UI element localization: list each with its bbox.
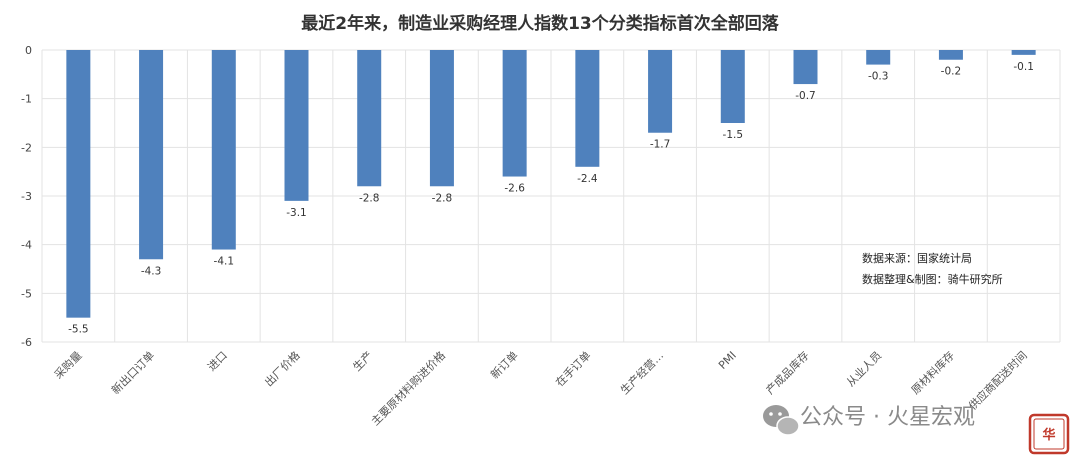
chart-title: 最近2年来，制造业采购经理人指数13个分类指标首次全部回落 [301, 13, 779, 34]
category-label: 产成品库存 [763, 348, 812, 397]
category-label: 在手订单 [552, 348, 593, 389]
bars [66, 50, 1036, 318]
data-label: -1.5 [723, 129, 744, 141]
bar [648, 50, 673, 133]
data-label: -0.7 [795, 90, 816, 102]
category-label: 采购量 [51, 348, 84, 381]
y-tick-label: -5 [21, 287, 32, 300]
data-label: -1.7 [650, 139, 671, 151]
bar [284, 50, 309, 201]
y-tick-label: -4 [21, 239, 32, 252]
category-label: 供应商配送时间 [965, 348, 1029, 412]
bar [139, 50, 164, 260]
data-label: -5.5 [68, 324, 89, 336]
data-label: -0.1 [1013, 61, 1034, 73]
bar [429, 50, 454, 187]
data-label: -2.6 [504, 183, 525, 195]
wechat-icon [763, 405, 800, 436]
y-tick-label: -1 [21, 93, 32, 106]
bar [357, 50, 382, 187]
seal-text: 华 [1042, 427, 1055, 443]
y-tick-label: -2 [21, 141, 32, 154]
category-label: 新订单 [488, 348, 521, 381]
category-label: 原材料库存 [908, 348, 957, 397]
data-label: -0.3 [868, 71, 889, 83]
source-note: 数据来源：国家统计局 数据整理&制图：骑牛研究所 [862, 251, 1003, 286]
bar [502, 50, 527, 177]
y-axis-ticks: 0 -1 -2 -3 -4 -5 -6 [21, 44, 32, 349]
bar [938, 50, 963, 60]
category-label: 新出口订单 [108, 348, 157, 397]
watermark-text: 公众号 · 火星宏观 [800, 405, 975, 430]
y-tick-label: 0 [25, 44, 32, 57]
seal-stamp: 华 [1028, 413, 1070, 455]
category-label: 主要原材料购进价格 [368, 348, 448, 428]
category-label: 生产经营… [617, 348, 666, 397]
data-label: -3.1 [286, 207, 307, 219]
bar [66, 50, 91, 318]
category-label: 从业人员 [844, 349, 884, 389]
source-line-2: 数据整理&制图：骑牛研究所 [862, 272, 1003, 286]
data-label: -2.4 [577, 173, 598, 185]
data-label: -0.2 [941, 66, 962, 78]
data-labels: -5.5 -4.3 -4.1 -3.1 -2.8 -2.8 -2.6 -2.4 -1.7 -1.5… [68, 61, 1034, 336]
watermark: 公众号 · 火星宏观 [763, 405, 975, 436]
data-label: -2.8 [359, 192, 380, 204]
category-label: PMI [716, 349, 739, 372]
bar [793, 50, 818, 85]
data-label: -4.1 [214, 256, 235, 268]
grid-layer [41, 49, 1061, 343]
category-label: 生产 [350, 348, 375, 373]
y-tick-label: -6 [21, 336, 32, 349]
bar [575, 50, 600, 167]
category-label: 出厂价格 [262, 348, 303, 389]
bar [720, 50, 745, 123]
bar [211, 50, 236, 250]
data-label: -4.3 [141, 265, 162, 277]
bar [1011, 50, 1036, 55]
source-line-1: 数据来源：国家统计局 [862, 251, 972, 265]
data-label: -2.8 [432, 192, 453, 204]
y-tick-label: -3 [21, 190, 32, 203]
category-label: 进口 [205, 349, 230, 374]
bar [866, 50, 891, 65]
